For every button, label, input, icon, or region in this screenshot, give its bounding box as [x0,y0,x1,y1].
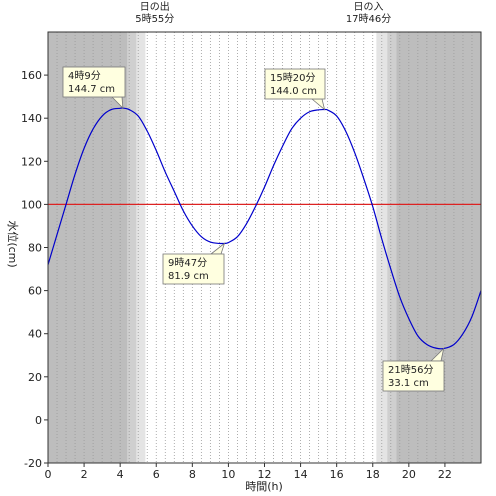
y-tick-label: 20 [28,371,42,384]
y-tick-label: 0 [35,414,42,427]
x-axis-ticks: 0 2 4 6 8 10 12 14 16 18 20 22 [45,463,452,481]
callout: 21時56分 33.1 cm [382,347,445,392]
sunset-label: 日の入 [354,2,384,13]
callout-box [162,253,225,285]
tide-level-line [47,107,482,350]
y-tick-label: 100 [21,198,42,211]
callout-time: 4時9分 [68,70,101,82]
y-tick-label: 40 [28,328,42,341]
y-axis-title: 水位(cm) [6,220,20,267]
shade-band-twilight-dark [387,32,397,463]
x-tick-label: 0 [45,468,52,481]
shade-band-twilight-dark [127,32,137,463]
callout-time: 9時47分 [168,257,207,269]
x-tick-label: 8 [189,468,196,481]
x-tick-label: 14 [294,468,308,481]
shade-band-twilight-light [376,32,388,463]
y-tick-label: -20 [24,457,42,470]
x-tick-label: 6 [153,468,160,481]
callout: 15時20分 144.0 cm [264,68,326,111]
callout-box [264,68,326,100]
shade-band-night [48,32,128,463]
shade-band-day [145,32,377,463]
callout-level: 144.7 cm [68,84,115,95]
callout-box [382,360,445,392]
callout-level: 81.9 cm [168,271,209,282]
sunset-time: 17時46分 [346,13,391,25]
y-tick-label: 140 [21,112,42,125]
y-tick-label: 120 [21,155,42,168]
x-tick-label: 12 [258,468,272,481]
callout-level: 33.1 cm [388,378,429,389]
y-tick-label: 80 [28,242,42,255]
x-tick-label: 16 [330,468,344,481]
callout: 9時47分 81.9 cm [162,242,226,285]
callout-box [62,66,126,98]
x-tick-label: 4 [117,468,124,481]
y-tick-label: 160 [21,69,42,82]
callout-time: 21時56分 [388,364,433,376]
x-tick-label: 18 [366,468,380,481]
y-axis-ticks: -20 0 20 40 60 80 100 120 140 160 [21,69,48,470]
callout-level: 144.0 cm [270,86,317,97]
x-axis-title: 時間(h) [245,480,283,493]
extreme-callouts: 4時9分 144.7 cm 9時47分 81.9 cm 15時20分 144.0 cm 21… [62,66,445,392]
callout: 4時9分 144.7 cm [62,66,126,110]
shade-band-twilight-light [136,32,146,463]
callout-time: 15時20分 [270,72,315,84]
x-tick-label: 2 [81,468,88,481]
y-tick-label: 60 [28,285,42,298]
x-tick-label: 20 [402,468,416,481]
day-night-shading [48,32,481,463]
sunrise-time: 5時55分 [135,13,174,25]
sunrise-label: 日の出 [140,0,170,13]
x-tick-label: 22 [438,468,452,481]
x-tick-label: 10 [221,468,235,481]
